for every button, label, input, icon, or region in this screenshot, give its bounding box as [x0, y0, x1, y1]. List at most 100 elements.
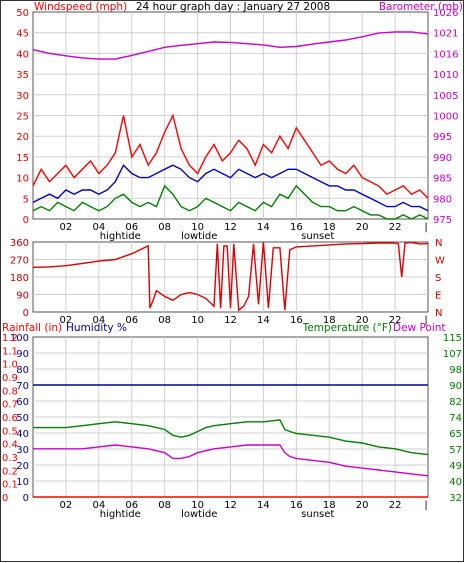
barometer-tick-label: 1026 [433, 8, 458, 19]
tide-annotation: lowtide [181, 231, 217, 242]
compass-tick-label: S [435, 273, 441, 284]
x-tick-label: 18 [323, 500, 336, 511]
x-tick-label: 08 [158, 315, 171, 326]
panel-direction-series [32, 241, 429, 312]
windspeed-tick-label: 35 [16, 70, 29, 81]
gust-series-line [32, 113, 429, 199]
x-tick-label: 06 [125, 315, 138, 326]
wind-speed-series-line [32, 184, 429, 220]
x-tick-label: 20 [356, 222, 369, 233]
windspeed-tick-label: 10 [16, 174, 29, 185]
barometer-tick-label: 985 [433, 174, 452, 185]
x-tick-label: 14 [257, 222, 270, 233]
barometer-tick-label: 1010 [433, 70, 458, 81]
temperature-tick-label: 65 [449, 429, 462, 440]
humidity-tick-label: 80 [16, 365, 29, 376]
temperature-series-line [33, 419, 429, 456]
direction-tick-label: 180 [10, 273, 29, 284]
windspeed-tick-label: 40 [16, 49, 29, 60]
direction-tick-label: 90 [16, 291, 29, 302]
x-end-tick-label: | [424, 315, 427, 326]
temperature-tick-label: 49 [449, 461, 462, 472]
rainfall-axis-title: Rainfall (in) [2, 322, 62, 334]
tide-annotation: lowtide [181, 509, 217, 520]
dewpoint-series-line [33, 444, 429, 477]
compass-tick-label: N [435, 238, 442, 249]
humidity-axis-title: Humidity % [66, 322, 127, 334]
x-tick-label: 16 [290, 222, 303, 233]
windspeed-tick-label: 15 [16, 153, 29, 164]
x-end-tick-label: | [424, 222, 427, 233]
dewpoint-axis-title: Dew Point [393, 322, 446, 334]
temperature-tick-label: 98 [449, 365, 462, 376]
compass-tick-label: N [435, 308, 442, 319]
temperature-tick-label: 32 [449, 493, 462, 504]
humidity-tick-label: 90 [16, 349, 29, 360]
windspeed-tick-label: 20 [16, 132, 29, 143]
x-end-tick-label: | [424, 500, 427, 511]
barometer-series-line [32, 31, 429, 60]
chart-title: 24 hour graph day : January 27 2008 [136, 1, 330, 13]
windspeed-tick-label: 5 [23, 194, 29, 205]
rainfall-tick-label: 0.5 [2, 426, 18, 437]
panel-direction-grid [33, 242, 428, 312]
windspeed-axis-title: Windspeed (mph) [34, 1, 127, 13]
humidity-tick-label: 40 [16, 429, 29, 440]
rainfall-tick-label: 0.7 [2, 400, 18, 411]
x-tick-label: 12 [224, 222, 237, 233]
humidity-tick-label: 30 [16, 445, 29, 456]
x-tick-label: 16 [290, 315, 303, 326]
temperature-tick-label: 57 [449, 445, 462, 456]
panel-wind-barometer: 0 5 10 15 20 25 30 35 40 45 50 975 980 985 990 995 1000 1… [16, 1, 463, 242]
humidity-tick-label: 60 [16, 397, 29, 408]
barometer-tick-label: 1021 [433, 29, 458, 40]
barometer-tick-label: 1016 [433, 49, 458, 60]
x-tick-label: 12 [224, 500, 237, 511]
humidity-tick-label: 20 [16, 461, 29, 472]
rainfall-tick-label: 0.6 [2, 413, 18, 424]
x-tick-label: 22 [389, 500, 402, 511]
x-tick-label: 04 [92, 222, 105, 233]
x-tick-label: 18 [323, 222, 336, 233]
x-tick-label: 20 [356, 500, 369, 511]
humidity-tick-label: 0 [23, 493, 29, 504]
rainfall-tick-label: 1.2 [2, 333, 18, 344]
x-tick-label: 16 [290, 500, 303, 511]
rainfall-tick-label: 0.9 [2, 373, 18, 384]
rainfall-tick-label: 0.3 [2, 453, 18, 464]
windspeed-tick-label: 25 [16, 112, 29, 123]
x-tick-label: 22 [389, 315, 402, 326]
x-tick-label: 10 [191, 315, 204, 326]
windspeed-tick-label: 0 [23, 215, 29, 226]
panel-wind-ticks: 0 5 10 15 20 25 30 35 40 45 50 975 980 985 990 995 1000 1… [16, 8, 458, 242]
x-tick-label: 12 [224, 315, 237, 326]
humidity-tick-label: 10 [16, 477, 29, 488]
compass-tick-label: E [435, 291, 441, 302]
barometer-tick-label: 980 [433, 194, 452, 205]
tide-annotation: sunset [301, 509, 334, 520]
humidity-tick-label: 100 [10, 333, 29, 344]
x-tick-label: 02 [60, 500, 73, 511]
temperature-tick-label: 74 [449, 413, 462, 424]
rainfall-tick-label: 0 [2, 493, 8, 504]
direction-tick-label: 0 [23, 308, 29, 319]
tide-annotation: sunset [301, 231, 334, 242]
x-tick-label: 14 [257, 500, 270, 511]
tide-annotation: hightide [100, 231, 141, 242]
panel-wind-series [32, 31, 429, 220]
windspeed-tick-label: 45 [16, 29, 29, 40]
x-tick-label: 08 [158, 500, 171, 511]
rainfall-tick-label: 0.8 [2, 386, 18, 397]
tide-annotation: hightide [100, 509, 141, 520]
temperature-tick-label: 82 [449, 397, 462, 408]
panel-temperature-humidity: 0 10 20 30 40 50 60 70 80 90 100 0 0.1 0.2 0.3 0.4 0.5 0.… [2, 322, 462, 520]
direction-tick-label: 270 [10, 256, 29, 267]
temperature-tick-label: 40 [449, 477, 462, 488]
rainfall-tick-label: 0.2 [2, 466, 18, 477]
x-tick-label: 06 [125, 222, 138, 233]
x-tick-label: 04 [92, 315, 105, 326]
rainfall-tick-label: 0.1 [2, 480, 18, 491]
